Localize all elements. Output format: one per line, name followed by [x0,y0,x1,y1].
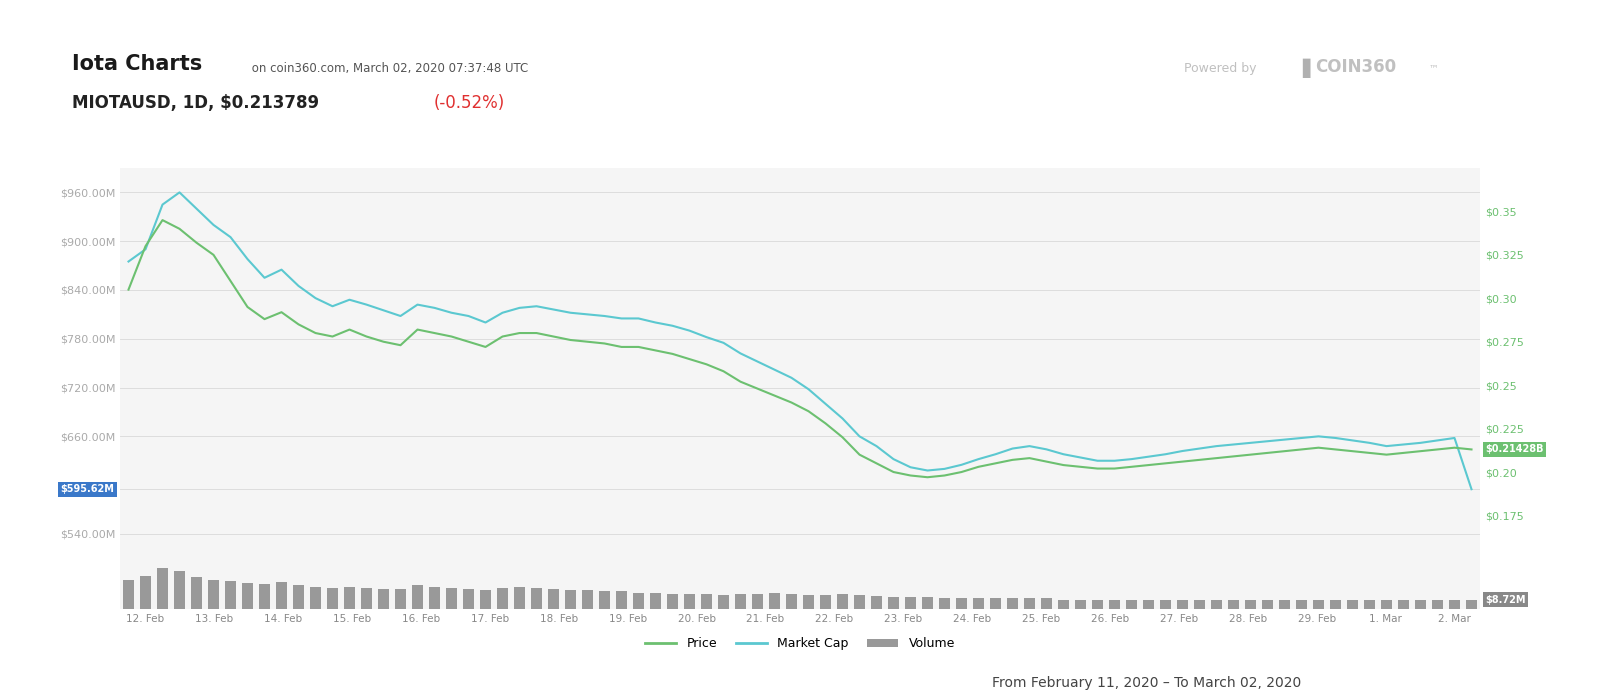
Bar [1229,600,1238,609]
Bar [736,594,746,609]
Bar [1262,600,1272,609]
Bar [208,580,219,609]
Bar [1381,600,1392,609]
Bar [1245,600,1256,609]
Bar [1416,600,1426,609]
Bar [1109,600,1120,609]
Text: ▌: ▌ [1302,59,1317,78]
Bar [1331,600,1341,609]
Bar [549,589,558,609]
Bar [259,584,269,609]
Bar [837,594,848,609]
Bar [157,568,168,609]
Bar [1024,598,1035,609]
Bar [362,588,371,609]
Bar [854,595,864,609]
Bar [498,588,507,609]
Bar [1280,600,1290,609]
Text: $595.62M: $595.62M [61,484,115,494]
Bar [888,597,899,609]
Bar [1126,600,1136,609]
Bar [344,587,355,609]
Bar [701,594,712,609]
Bar [1160,600,1171,609]
Bar [1093,600,1102,609]
Bar [752,594,763,609]
Bar [821,595,830,609]
Text: ™: ™ [1429,63,1438,73]
Bar [1042,598,1051,609]
Bar [277,582,286,609]
Bar [464,589,474,609]
Bar [1432,600,1443,609]
Bar [1211,600,1222,609]
Bar [616,592,627,609]
Text: $8.72M: $8.72M [1485,594,1526,605]
Text: COIN360: COIN360 [1315,58,1397,76]
Bar [1314,600,1323,609]
Bar [718,595,728,609]
Bar [1059,600,1069,609]
Text: From February 11, 2020 – To March 02, 2020: From February 11, 2020 – To March 02, 20… [992,676,1301,690]
Bar [328,588,338,609]
Bar [990,598,1000,609]
Bar [973,598,984,609]
Bar [174,571,184,609]
Bar [685,594,694,609]
Bar [939,598,950,609]
Bar [310,587,320,609]
Bar [395,589,406,609]
Bar [226,581,235,609]
Bar [1467,600,1477,609]
Bar [1194,600,1205,609]
Bar [1296,600,1307,609]
Text: (-0.52%): (-0.52%) [434,94,506,112]
Bar [243,583,253,609]
Bar [906,597,915,609]
Bar [1365,600,1374,609]
Bar [1450,600,1459,609]
Bar [1178,600,1187,609]
Bar [123,580,134,609]
Legend: Price, Market Cap, Volume: Price, Market Cap, Volume [640,632,960,655]
Bar [446,588,456,609]
Bar [413,585,422,609]
Bar [565,590,576,609]
Bar [600,592,610,609]
Text: Powered by: Powered by [1184,62,1256,75]
Bar [515,587,525,609]
Bar [634,592,643,609]
Bar [650,592,661,609]
Bar [531,588,541,609]
Bar [192,578,202,609]
Bar [293,585,304,609]
Bar [923,597,933,609]
Bar [1008,598,1018,609]
Bar [667,594,677,609]
Bar [480,590,491,609]
Bar [872,596,882,609]
Bar [803,595,814,609]
Text: Iota Charts: Iota Charts [72,53,202,74]
Bar [770,592,779,609]
Bar [1347,600,1357,609]
Bar [957,598,966,609]
Text: on coin360.com, March 02, 2020 07:37:48 UTC: on coin360.com, March 02, 2020 07:37:48 … [248,62,528,75]
Bar [378,589,389,609]
Bar [582,590,592,609]
Bar [141,576,150,609]
Text: $0.21428B: $0.21428B [1485,444,1544,454]
Bar [1398,600,1408,609]
Bar [1075,600,1086,609]
Bar [787,594,797,609]
Text: MIOTAUSD, 1D, $0.213789: MIOTAUSD, 1D, $0.213789 [72,94,331,112]
Bar [429,587,440,609]
Bar [1144,600,1154,609]
